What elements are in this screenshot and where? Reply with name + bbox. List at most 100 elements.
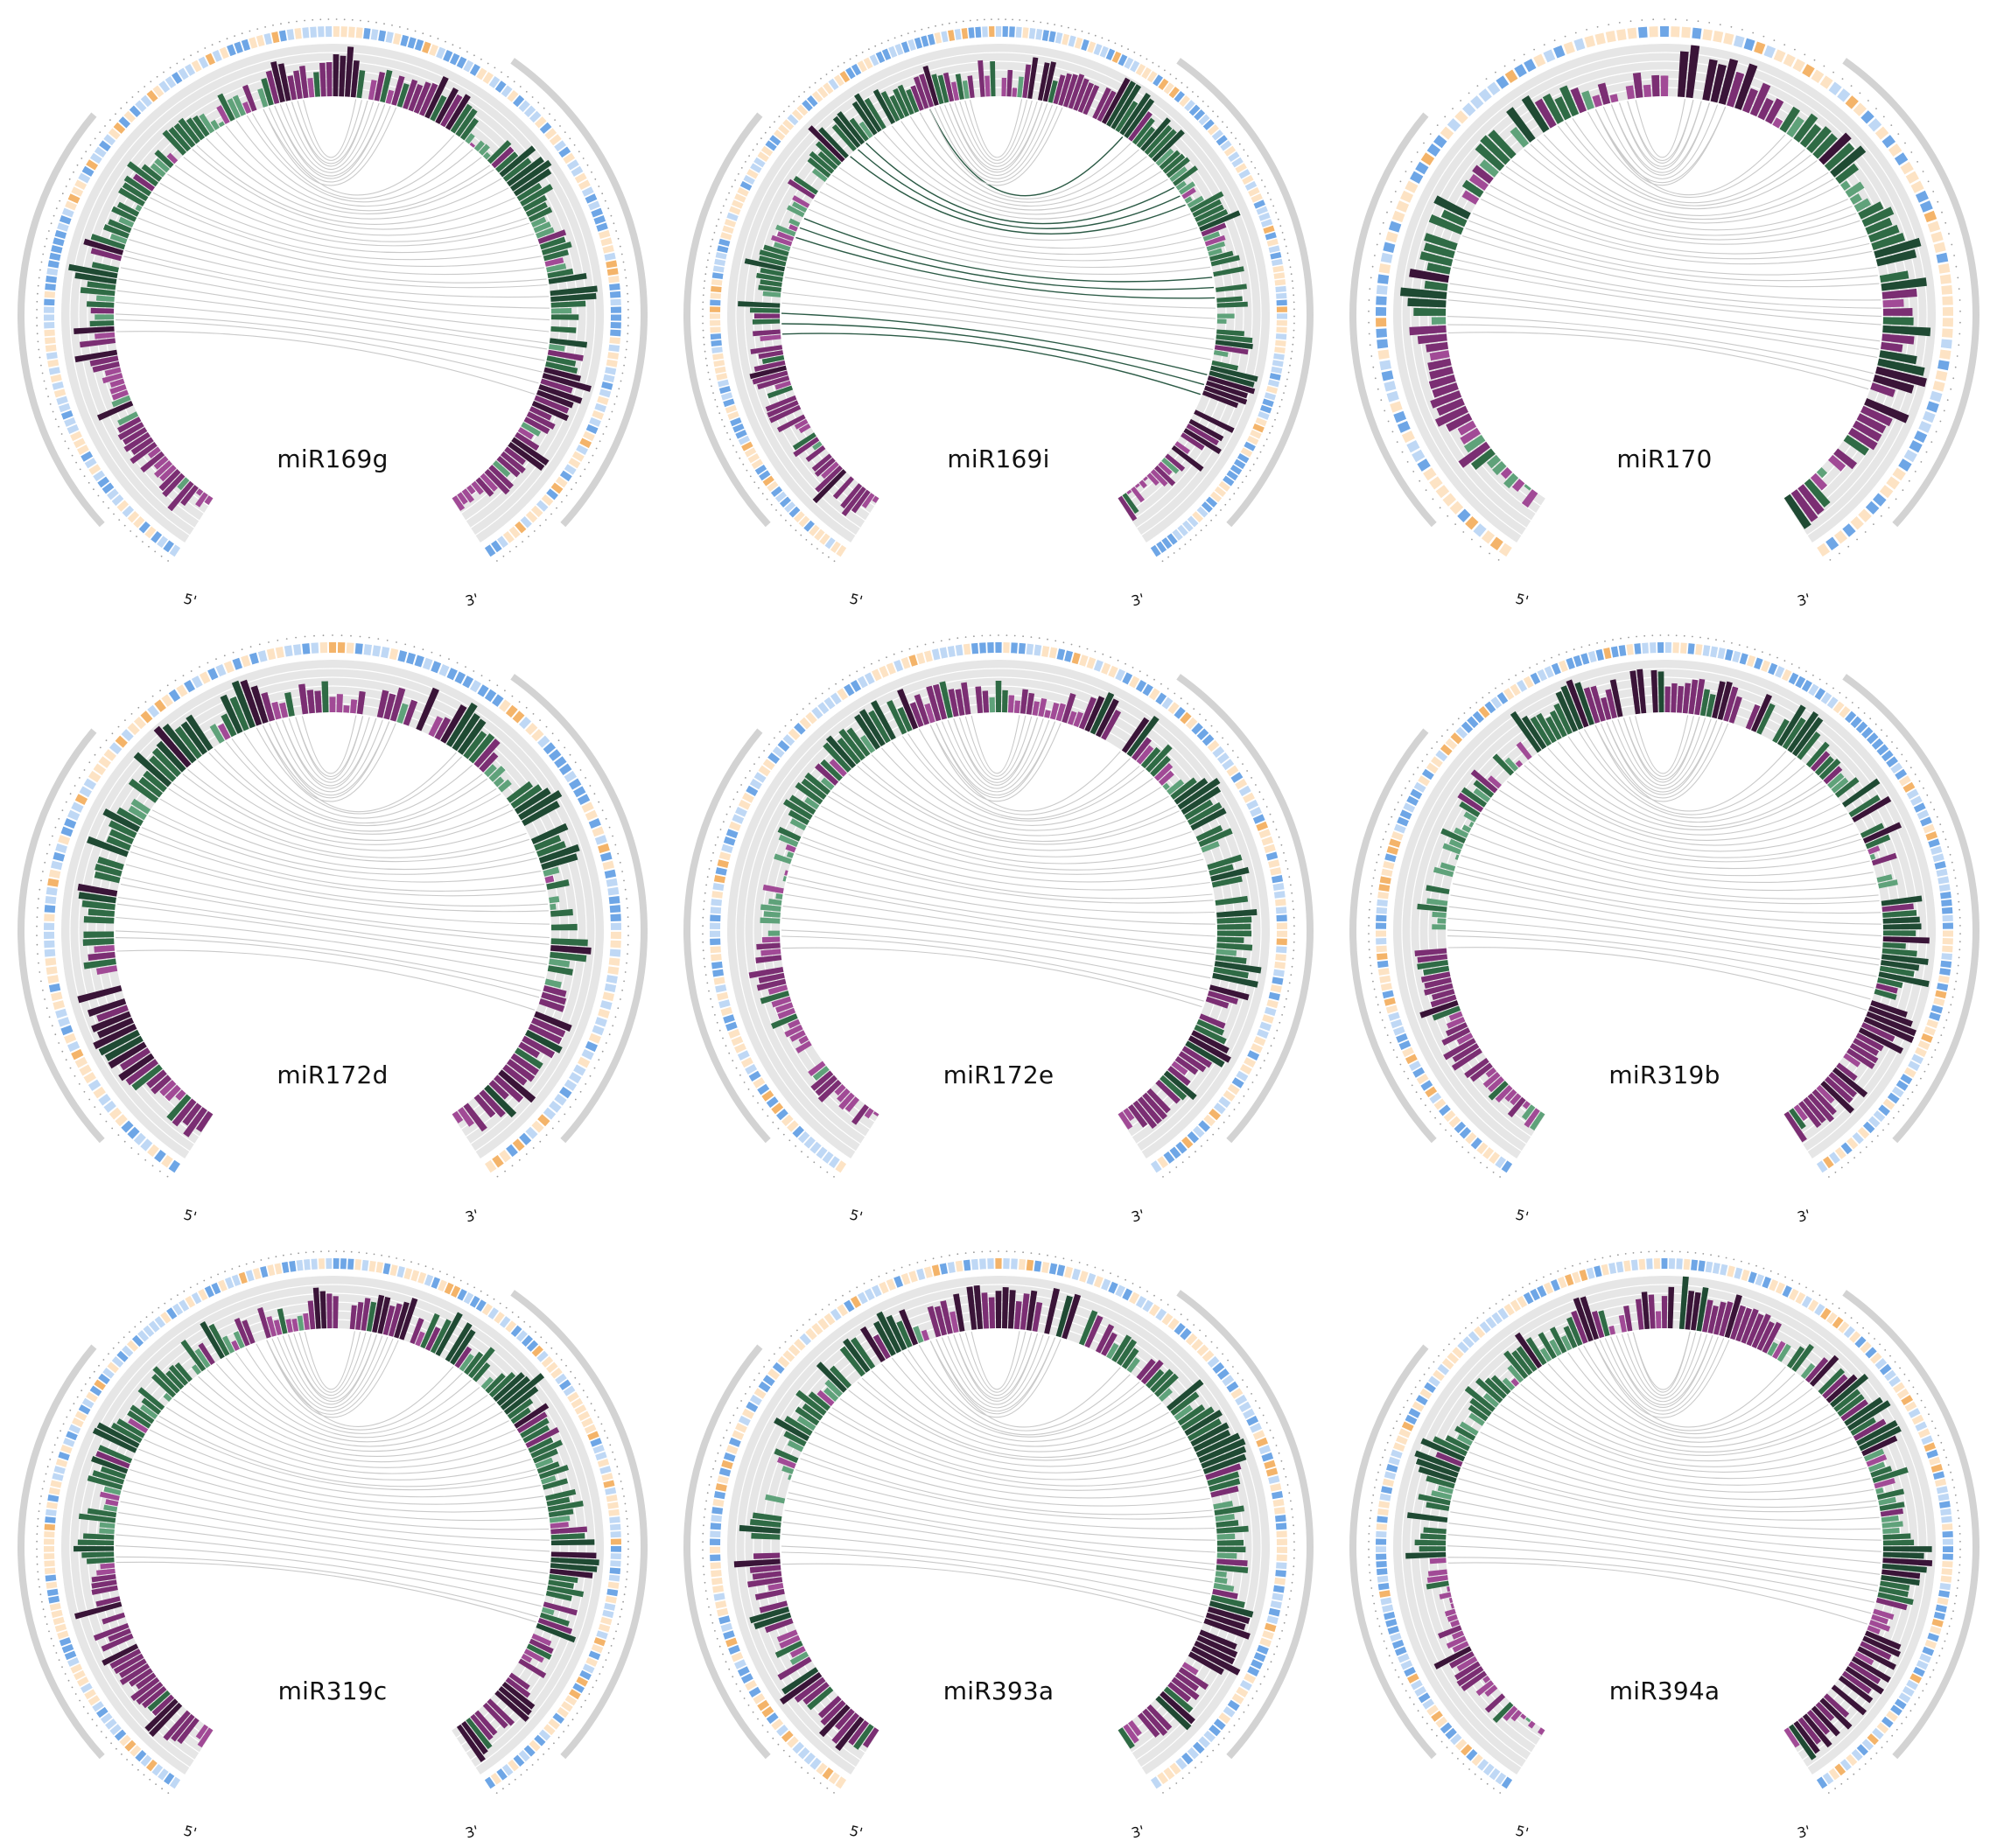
annotation-segment xyxy=(1842,58,1979,528)
sequence-tick xyxy=(740,167,743,169)
nucleotide-cell xyxy=(1257,1028,1269,1039)
reactivity-bar xyxy=(1860,405,1893,427)
sequence-tick xyxy=(585,1699,586,1702)
sequence-tick xyxy=(383,23,385,25)
sequence-tick xyxy=(1832,687,1834,690)
reactivity-bar xyxy=(550,292,597,302)
reactivity-bar xyxy=(1448,1597,1454,1604)
reactivity-bar xyxy=(1798,1101,1822,1129)
sequence-tick xyxy=(956,1253,959,1256)
nucleotide-cell xyxy=(816,1146,828,1159)
nucleotide-cell xyxy=(1376,906,1388,914)
nucleotide-cell xyxy=(534,1734,546,1746)
nucleotide-cell xyxy=(1478,705,1490,718)
reactivity-bar xyxy=(831,123,857,152)
reactivity-bar xyxy=(1177,1404,1206,1426)
reactivity-bar xyxy=(776,231,795,242)
nucleotide-cell xyxy=(781,1730,794,1743)
nucleotide-cell xyxy=(552,1712,565,1724)
sequence-tick xyxy=(139,1320,142,1323)
sequence-tick xyxy=(396,641,397,643)
nucleotide-cell xyxy=(1256,206,1268,215)
reactivity-bar xyxy=(376,690,389,718)
nucleotide-cell xyxy=(1275,906,1287,914)
nucleotide-cell xyxy=(1135,1295,1147,1308)
sequence-tick xyxy=(976,19,978,21)
reactivity-bar xyxy=(796,1416,816,1432)
reactivity-bar xyxy=(1457,792,1484,813)
pairing-arc xyxy=(1557,125,1818,210)
reactivity-bar xyxy=(1823,1693,1850,1718)
hairpin-arc xyxy=(1599,1338,1725,1415)
sequence-tick xyxy=(253,1261,255,1264)
reactivity-bar xyxy=(430,94,447,122)
nucleotide-cell xyxy=(83,1072,96,1084)
nucleotide-cell xyxy=(1384,998,1396,1006)
sequence-tick xyxy=(703,908,704,911)
reactivity-bar xyxy=(1430,390,1462,409)
nucleotide-cell xyxy=(169,544,181,557)
nucleotide-cell xyxy=(47,359,60,368)
nucleotide-cell xyxy=(830,692,842,705)
sequence-tick xyxy=(763,750,765,752)
hairpin-arc xyxy=(271,1336,389,1411)
sequence-tick xyxy=(36,934,38,936)
reactivity-bar xyxy=(759,249,788,262)
sequence-tick xyxy=(739,1074,741,1076)
reactivity-bar xyxy=(1882,298,1904,308)
nucleotide-cell xyxy=(1858,508,1872,522)
sequence-tick xyxy=(1840,1166,1843,1169)
nucleotide-cell xyxy=(606,268,619,276)
sequence-tick xyxy=(738,173,739,175)
hairpin-arc xyxy=(953,1333,1039,1399)
nucleotide-cell xyxy=(1401,1421,1414,1432)
reactivity-bar xyxy=(1632,72,1643,99)
reactivity-bar xyxy=(753,360,786,372)
sequence-tick xyxy=(1233,1109,1236,1110)
pairing-arc xyxy=(784,893,1215,956)
nucleotide-cell xyxy=(1445,1727,1457,1740)
reactivity-bar xyxy=(542,1478,569,1490)
reactivity-bar xyxy=(1202,390,1239,409)
sequence-tick xyxy=(46,1623,48,1625)
sequence-tick xyxy=(1629,20,1632,23)
pairing-arc xyxy=(116,1561,536,1623)
sequence-tick xyxy=(511,1165,514,1167)
nucleotide-cell xyxy=(1214,486,1227,498)
sequence-tick xyxy=(924,643,927,646)
pairing-arc xyxy=(252,113,465,200)
sequence-tick xyxy=(821,1308,823,1311)
nucleotide-cell xyxy=(1272,969,1285,977)
sequence-tick xyxy=(280,23,282,25)
sequence-tick xyxy=(1293,1524,1294,1527)
sequence-tick xyxy=(1847,545,1850,548)
reactivity-bar xyxy=(921,1329,930,1341)
nucleotide-cell xyxy=(609,337,620,345)
nucleotide-cell xyxy=(1426,144,1441,158)
pairing-arc xyxy=(781,929,1208,990)
reactivity-bar xyxy=(1214,961,1262,974)
sequence-tick xyxy=(623,1495,625,1497)
reactivity-bar xyxy=(1171,1676,1200,1701)
sequence-tick xyxy=(1469,707,1472,709)
reactivity-bar xyxy=(1158,1388,1173,1402)
sequence-tick xyxy=(1262,798,1265,801)
nucleotide-cell xyxy=(792,1741,804,1754)
hairpin-arc xyxy=(964,715,1027,777)
nucleotide-cell xyxy=(574,172,587,184)
sequence-tick xyxy=(528,536,529,537)
sequence-tick xyxy=(37,1571,39,1573)
nucleotide-cell xyxy=(1376,1530,1387,1538)
nucleotide-cell xyxy=(536,1350,549,1362)
reactivity-bar xyxy=(1150,1368,1174,1393)
sequence-tick xyxy=(73,1403,75,1405)
pairing-arc xyxy=(215,1363,496,1447)
pairing-arc xyxy=(266,1340,454,1427)
reactivity-bar xyxy=(848,1719,869,1746)
reactivity-bar xyxy=(1623,1305,1633,1332)
track-gridline xyxy=(735,1284,1262,1768)
circos-plot xyxy=(17,18,648,562)
nucleotide-cell xyxy=(536,500,549,512)
nucleotide-cell xyxy=(1916,809,1930,820)
nucleotide-cell xyxy=(531,729,544,742)
